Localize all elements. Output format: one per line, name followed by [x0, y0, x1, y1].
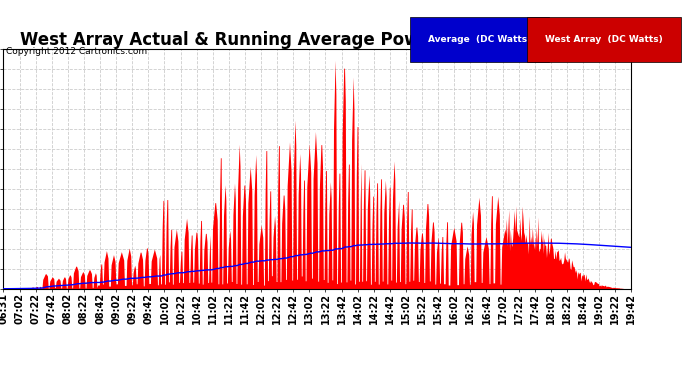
Text: West Array  (DC Watts): West Array (DC Watts)	[545, 35, 663, 44]
Text: Average  (DC Watts): Average (DC Watts)	[428, 35, 531, 44]
Title: West Array Actual & Running Average Power Mon Aug 13 19:51: West Array Actual & Running Average Powe…	[20, 31, 615, 49]
Text: Copyright 2012 Cartronics.com: Copyright 2012 Cartronics.com	[6, 47, 147, 56]
